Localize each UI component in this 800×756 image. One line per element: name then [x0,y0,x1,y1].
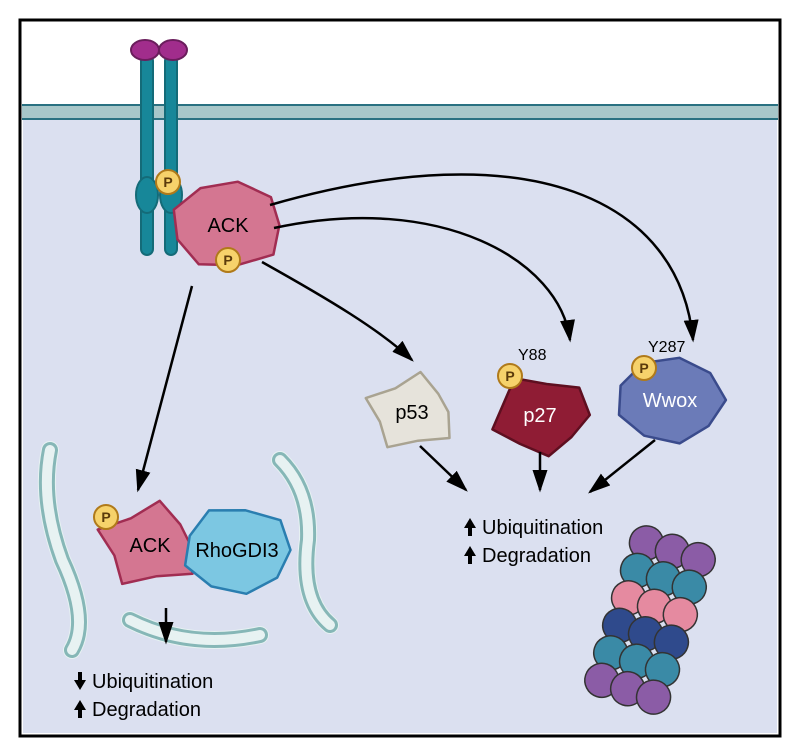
svg-text:P: P [163,174,172,190]
svg-text:P: P [223,252,232,268]
phospho-marker: P [156,170,180,194]
diagram-canvas: ACKPPACKPRhoGDI3p53p27PY88WwoxPY287Ubiqu… [0,0,800,756]
regulation-text: Degradation [482,545,591,567]
phospho-site-label: Y287 [648,339,685,356]
svg-text:P: P [505,368,514,384]
rhogdi3-protein-label: RhoGDI3 [195,540,278,562]
svg-text:P: P [639,360,648,376]
phospho-marker: P [94,505,118,529]
ack-top-protein-label: ACK [207,215,249,237]
phospho-marker: P [216,248,240,272]
regulation-text: Ubiquitination [482,517,603,539]
regulation-text: Degradation [92,699,201,721]
plasma-membrane [22,105,778,119]
ack-golgi-protein-label: ACK [129,535,171,557]
phospho-site-label: Y88 [518,347,547,364]
svg-text:P: P [101,509,110,525]
p27-protein-label: p27 [523,405,556,427]
ligand-left [131,40,159,60]
wwox-protein-label: Wwox [643,390,697,412]
ligand-right [159,40,187,60]
p53-protein-label: p53 [395,402,428,424]
regulation-text: Ubiquitination [92,671,213,693]
